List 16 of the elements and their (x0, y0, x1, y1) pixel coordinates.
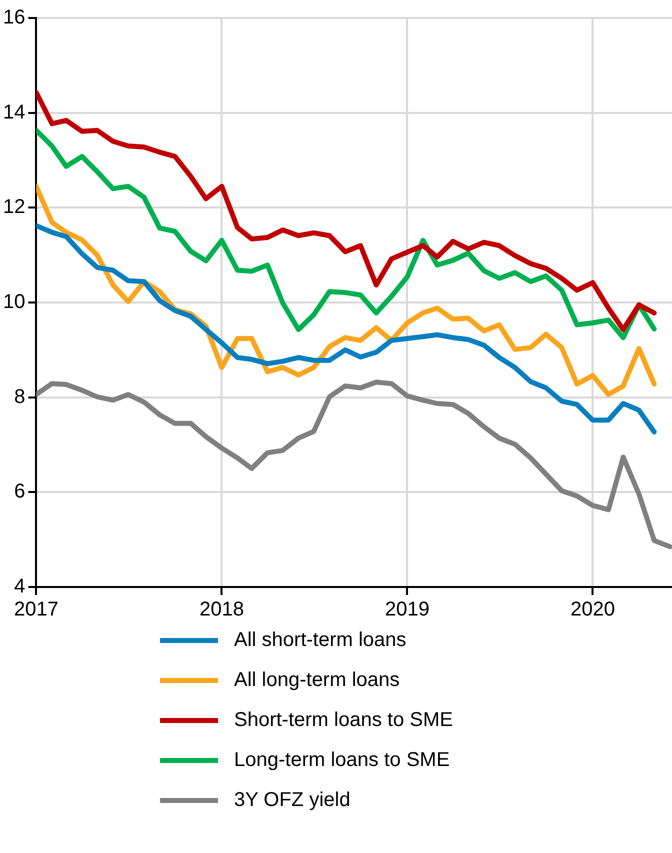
legend-label: All long-term loans (234, 668, 400, 692)
y-tick-label: 10 (2, 291, 26, 314)
legend-label: Long-term loans to SME (234, 748, 450, 772)
x-tick-label: 2017 (14, 598, 58, 621)
legend-label: Short-term loans to SME (234, 708, 453, 732)
y-tick-label: 6 (14, 480, 26, 503)
y-tick-label: 12 (2, 196, 26, 218)
y-tick-label: 16 (2, 6, 26, 29)
y-tick-label: 4 (14, 576, 26, 598)
x-tick-label: 2019 (384, 598, 430, 621)
x-tick-label: 2020 (570, 598, 615, 621)
y-tick-label: 8 (14, 386, 26, 408)
legend-label: 3Y OFZ yield (234, 788, 350, 812)
x-tick-label: 2018 (199, 598, 244, 621)
legend-label: All short-term loans (234, 628, 406, 652)
y-tick-label: 14 (2, 101, 26, 124)
